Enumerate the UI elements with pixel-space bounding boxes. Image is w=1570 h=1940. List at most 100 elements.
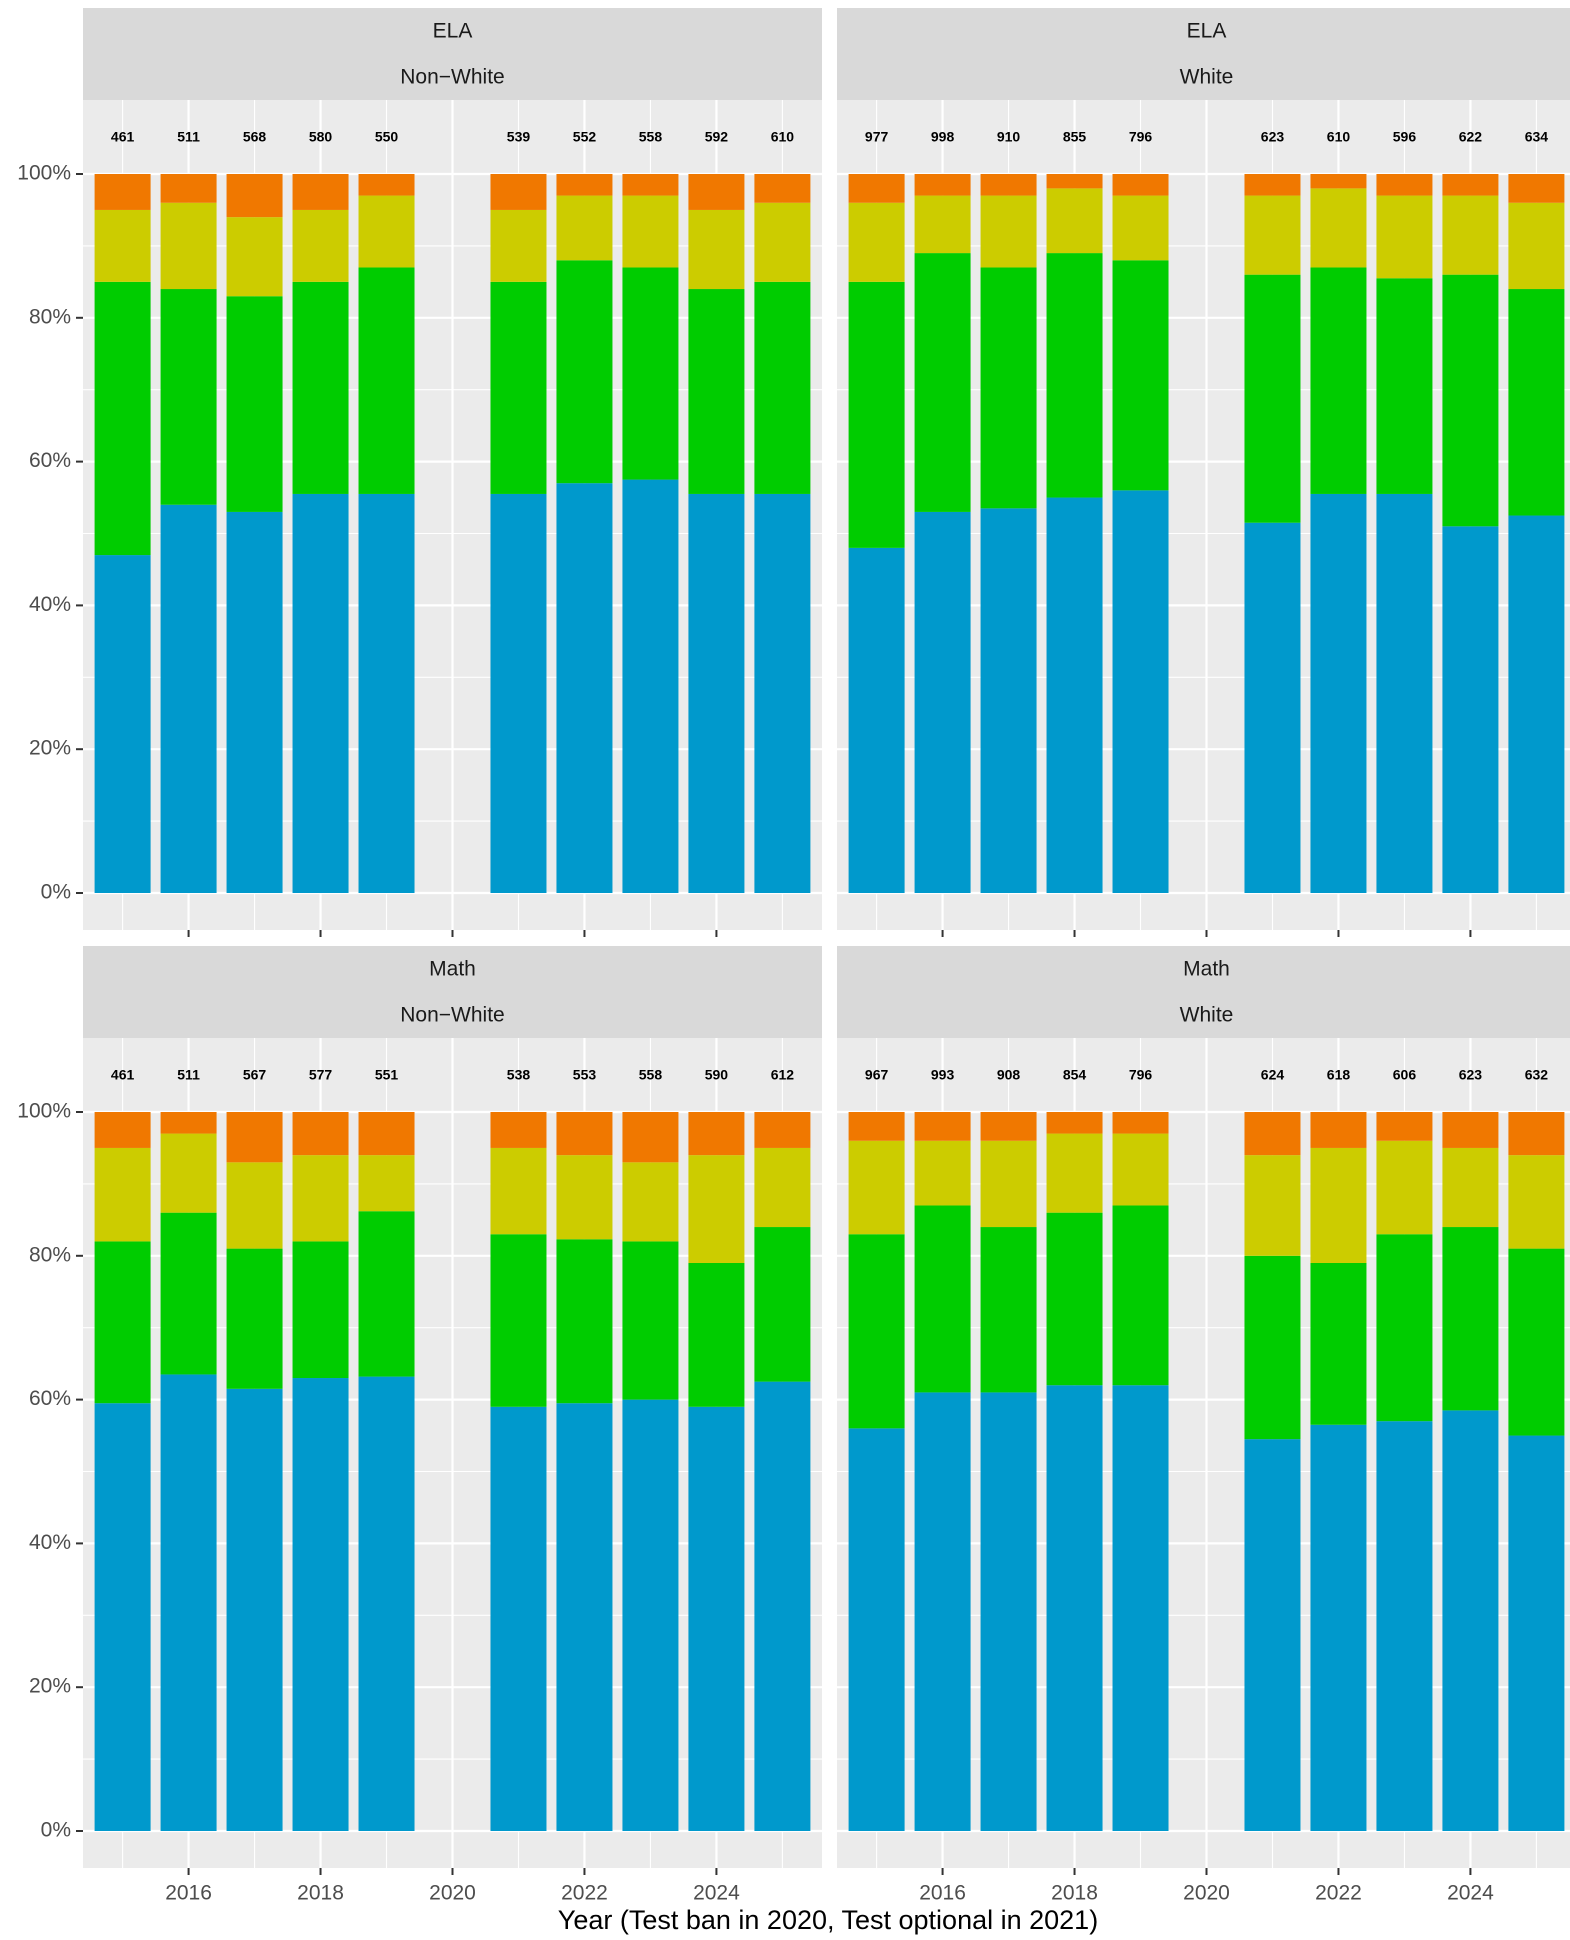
bar-2019 (1112, 174, 1169, 893)
bar-segment (1376, 493, 1433, 893)
panel-1: ELA Non−White 461 511 568 580 550 539 552 558 592 6… (83, 8, 822, 930)
bar-segment (226, 1248, 283, 1389)
count-label: 552 (573, 129, 597, 145)
x-tick-label: 2024 (1447, 1882, 1494, 1905)
bar-segment (1112, 1133, 1169, 1206)
bar-segment (94, 174, 151, 210)
panel-strip (83, 8, 822, 100)
bar-segment (754, 493, 811, 893)
y-tick-label: 0% (41, 1819, 71, 1842)
panel-2: ELA White 977 998 910 855 796 623 610 596 622 634 (837, 8, 1570, 930)
bar-2021 (1244, 174, 1301, 893)
bar-segment (556, 1403, 613, 1831)
bar-segment (1112, 260, 1169, 491)
x-tick-label: 2018 (1051, 1882, 1098, 1905)
x-tick-label: 2018 (297, 1882, 344, 1905)
panel-strip (837, 946, 1570, 1038)
bar-segment (1046, 497, 1103, 893)
bar-segment (160, 504, 217, 893)
bar-segment (688, 209, 745, 290)
bar-segment (292, 209, 349, 282)
bar-segment (1508, 1112, 1565, 1156)
bar-segment (358, 1112, 415, 1156)
count-label: 590 (705, 1067, 729, 1083)
bar-segment (1376, 1421, 1433, 1831)
bar-segment (980, 267, 1037, 509)
bar-segment (914, 174, 971, 196)
x-tick-label: 2020 (1183, 1882, 1230, 1905)
bar-segment (688, 1406, 745, 1831)
bar-segment (1310, 174, 1367, 189)
bar-segment (226, 174, 283, 218)
bar-segment (1112, 1205, 1169, 1386)
bar-2022 (556, 1112, 613, 1831)
bar-segment (1112, 174, 1169, 196)
strip-label-subject: Math (429, 958, 476, 981)
bar-segment (754, 202, 811, 282)
bar-2024 (1442, 1112, 1499, 1831)
bar-segment (688, 289, 745, 494)
bar-segment (358, 1155, 415, 1212)
bar-segment (1310, 188, 1367, 268)
bar-2018 (292, 1112, 349, 1831)
strip-label-group: White (1180, 66, 1234, 89)
bar-segment (688, 174, 745, 210)
bar-2023 (622, 174, 679, 893)
bar-segment (1046, 1112, 1103, 1134)
bar-segment (688, 493, 745, 893)
bar-2016 (160, 1112, 217, 1831)
bar-segment (1244, 174, 1301, 196)
bar-segment (490, 281, 547, 494)
y-tick-label: 60% (29, 449, 71, 472)
y-tick-label: 80% (29, 305, 71, 328)
count-label: 580 (309, 129, 333, 145)
strip-label-group: Non−White (400, 66, 504, 89)
y-tick-label: 20% (29, 1675, 71, 1698)
count-label: 606 (1393, 1067, 1417, 1083)
bar-2023 (622, 1112, 679, 1831)
bar-segment (1244, 1112, 1301, 1156)
bar-segment (914, 511, 971, 893)
count-label: 977 (865, 129, 889, 145)
bar-segment (1376, 195, 1433, 279)
bar-segment (160, 202, 217, 290)
bar-segment (1310, 267, 1367, 494)
bar-2019 (358, 1112, 415, 1831)
bar-segment (490, 1112, 547, 1148)
bar-segment (980, 195, 1037, 268)
bar-segment (1508, 515, 1565, 893)
bar-segment (1244, 522, 1301, 893)
bar-2017 (226, 174, 283, 893)
count-label: 612 (771, 1067, 795, 1083)
count-label: 550 (375, 129, 399, 145)
bar-segment (490, 174, 547, 210)
count-label: 796 (1129, 1067, 1153, 1083)
x-tick-label: 2024 (693, 1882, 740, 1905)
bar-2021 (490, 1112, 547, 1831)
bar-segment (622, 1241, 679, 1400)
bar-segment (226, 1388, 283, 1831)
bar-segment (358, 267, 415, 494)
bar-segment (1442, 174, 1499, 196)
x-tick-label: 2020 (429, 1882, 476, 1905)
bar-segment (980, 1140, 1037, 1228)
bar-segment (490, 209, 547, 282)
count-label: 610 (771, 129, 795, 145)
bar-segment (1046, 1212, 1103, 1386)
bar-segment (292, 1241, 349, 1379)
count-label: 539 (507, 129, 531, 145)
bar-segment (622, 479, 679, 893)
count-label: 993 (931, 1067, 955, 1083)
bar-segment (292, 1155, 349, 1242)
bar-segment (1112, 195, 1169, 261)
bar-segment (358, 1376, 415, 1831)
count-label: 618 (1327, 1067, 1351, 1083)
bar-segment (226, 511, 283, 893)
bar-segment (980, 1227, 1037, 1393)
bar-segment (1244, 1439, 1301, 1831)
count-label: 910 (997, 129, 1021, 145)
bar-segment (1310, 493, 1367, 893)
count-label: 622 (1459, 129, 1483, 145)
panel-3: Math Non−White 461 511 567 577 551 538 553 558 590… (83, 946, 822, 1868)
